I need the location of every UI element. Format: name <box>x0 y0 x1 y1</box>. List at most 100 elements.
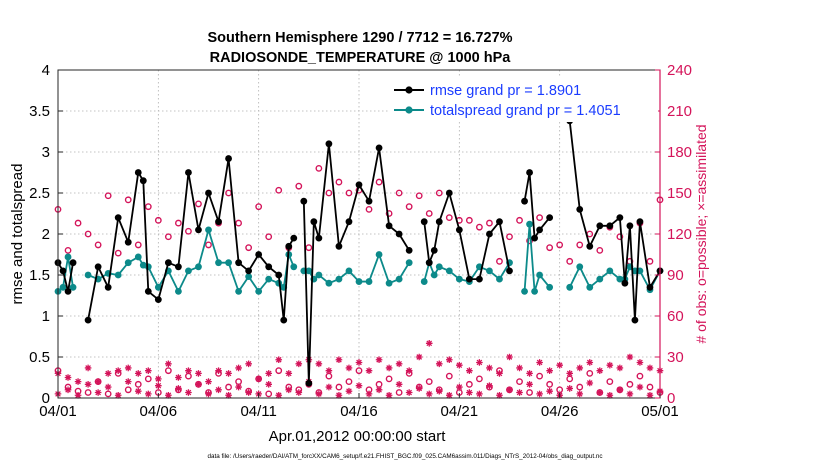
spread-marker <box>526 220 533 228</box>
y-left-tick-label: 2 <box>42 226 50 243</box>
rmse-marker <box>405 247 413 254</box>
assimilated-obs-marker <box>295 360 303 368</box>
rmse-marker <box>345 218 353 226</box>
possible-obs-marker <box>465 380 473 388</box>
possible-obs-marker <box>134 241 142 249</box>
rmse-marker <box>365 197 373 205</box>
assimilated-obs-marker <box>576 364 584 372</box>
rmse-marker <box>430 247 438 254</box>
assimilated-obs-marker <box>546 387 553 395</box>
rmse-marker <box>606 222 614 230</box>
rmse-marker <box>496 218 503 226</box>
possible-obs-marker <box>164 233 172 241</box>
possible-obs-marker <box>265 390 273 398</box>
spread-marker <box>420 278 428 285</box>
rmse-line <box>57 262 74 292</box>
assimilated-obs-marker <box>355 382 363 389</box>
rmse-marker <box>154 296 162 303</box>
rmse-marker <box>355 181 363 189</box>
y-axis-label-left: rmse and totalspread <box>9 164 26 305</box>
assimilated-obs-marker <box>345 364 353 372</box>
rmse-marker <box>124 238 132 246</box>
assimilated-obs-marker <box>435 360 443 368</box>
rmse-marker <box>310 218 318 226</box>
assimilated-obs-marker <box>365 367 373 374</box>
assimilated-obs-marker <box>566 370 573 377</box>
rmse-marker <box>84 316 92 324</box>
rmse-marker <box>546 214 554 222</box>
assimilated-obs-marker <box>175 385 182 392</box>
rmse-marker <box>385 222 393 230</box>
rmse-marker <box>94 263 102 271</box>
possible-obs-marker <box>124 196 132 204</box>
possible-obs-marker <box>546 380 554 388</box>
chart-title-line1: Southern Hemisphere 1290 / 7712 = 16.727… <box>207 30 512 46</box>
possible-obs-marker <box>546 244 554 252</box>
spread-marker <box>225 259 232 267</box>
assimilated-obs-marker <box>155 382 162 389</box>
rmse-marker <box>626 222 634 230</box>
possible-obs-marker <box>154 216 162 224</box>
assimilated-obs-marker <box>516 364 523 372</box>
possible-obs-marker <box>526 237 533 245</box>
possible-obs-marker <box>646 257 654 265</box>
y-right-tick-label: 180 <box>667 144 692 161</box>
spread-marker <box>496 275 503 283</box>
assimilated-obs-marker <box>175 374 182 381</box>
rmse-marker <box>435 218 443 226</box>
possible-obs-marker <box>134 380 142 388</box>
spread-marker <box>345 267 353 275</box>
assimilated-obs-marker <box>315 390 323 398</box>
assimilated-obs-marker <box>516 389 523 396</box>
assimilated-obs-marker <box>255 375 262 383</box>
y-left-tick-label: 3.5 <box>29 103 50 120</box>
possible-obs-marker <box>566 257 574 265</box>
possible-obs-marker <box>556 241 564 249</box>
possible-obs-marker <box>325 189 333 197</box>
x-tick-label: 04/21 <box>441 403 479 420</box>
possible-obs-marker <box>305 244 313 252</box>
rmse-marker <box>486 230 493 238</box>
possible-obs-marker <box>506 233 513 241</box>
assimilated-obs-marker <box>295 389 303 396</box>
spread-marker <box>435 263 443 271</box>
possible-obs-marker <box>536 372 543 380</box>
rmse-marker <box>290 234 298 242</box>
y-right-tick-label: 30 <box>667 349 684 366</box>
spread-marker <box>154 283 162 291</box>
assimilated-obs-marker <box>124 378 132 385</box>
spread-marker <box>305 267 313 275</box>
spread-marker <box>395 275 403 283</box>
rmse-marker <box>305 379 313 387</box>
spread-marker <box>215 259 222 267</box>
spread-marker <box>385 279 393 287</box>
assimilated-obs-marker <box>114 367 122 374</box>
rmse-marker <box>616 214 624 222</box>
assimilated-obs-marker <box>74 378 82 385</box>
possible-obs-marker <box>104 192 112 200</box>
possible-obs-marker <box>265 233 273 241</box>
assimilated-obs-marker <box>636 383 644 391</box>
spread-marker <box>255 288 263 295</box>
assimilated-obs-marker <box>626 353 634 361</box>
rmse-marker <box>225 155 232 162</box>
rmse-marker <box>175 263 182 271</box>
y-right-tick-label: 120 <box>667 226 692 243</box>
assimilated-obs-marker <box>586 379 594 387</box>
assimilated-obs-marker <box>155 375 162 383</box>
rmse-marker <box>465 275 473 283</box>
spread-marker <box>245 273 253 281</box>
possible-obs-marker <box>295 182 303 190</box>
y-left-tick-label: 2.5 <box>29 185 50 202</box>
y-right-tick-label: 0 <box>667 390 675 407</box>
plot-area <box>57 69 661 399</box>
spread-marker <box>114 271 122 279</box>
possible-obs-marker <box>235 219 243 227</box>
possible-obs-marker <box>435 189 443 197</box>
assimilated-obs-marker <box>536 390 543 398</box>
spread-marker <box>265 275 273 283</box>
rmse-line <box>568 120 661 321</box>
possible-obs-marker <box>445 214 453 222</box>
possible-obs-marker <box>144 375 152 383</box>
assimilated-obs-marker <box>365 390 373 398</box>
